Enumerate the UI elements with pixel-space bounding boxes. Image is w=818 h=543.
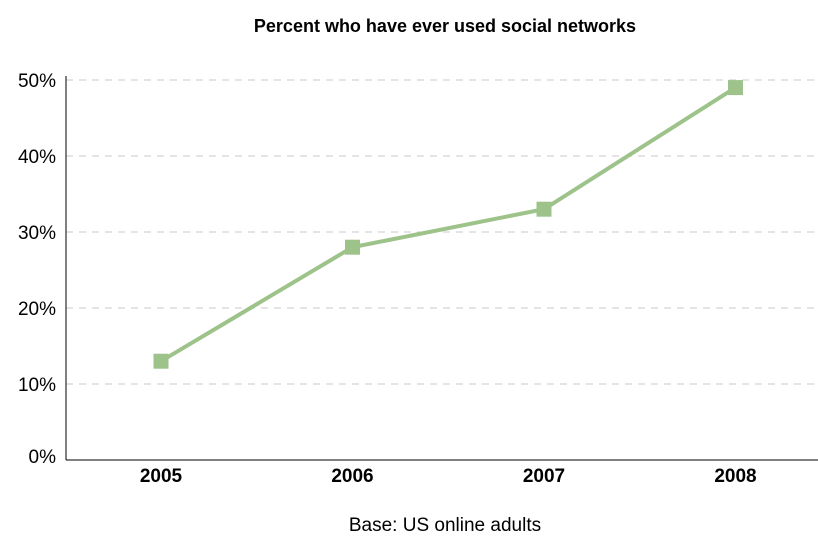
x-tick-labels: 2005 2006 2007 2008	[140, 466, 757, 487]
x-tick-label: 2007	[523, 466, 565, 487]
base-note: Base: US online adults	[349, 515, 541, 536]
y-tick-label: 50%	[18, 71, 56, 92]
y-tick-label: 40%	[18, 147, 56, 168]
y-tick-label: 30%	[18, 223, 56, 244]
data-point-2008	[728, 80, 743, 96]
axes	[65, 76, 818, 461]
data-point-2007	[536, 201, 552, 217]
series-line	[159, 85, 738, 364]
chart-title: Percent who have ever used social networ…	[254, 16, 636, 36]
x-tick-label: 2005	[140, 466, 183, 487]
series	[153, 80, 743, 369]
data-point-2005	[153, 353, 169, 369]
y-tick-label: 0%	[29, 447, 57, 468]
x-tick-label: 2006	[331, 466, 373, 487]
y-tick-labels: 0% 10% 20% 30% 40% 50%	[18, 71, 56, 468]
y-tick-label: 20%	[18, 299, 56, 320]
x-tick-label: 2008	[714, 466, 756, 487]
y-tick-label: 10%	[18, 375, 56, 396]
data-point-2006	[345, 239, 360, 255]
grid-lines	[66, 79, 818, 385]
